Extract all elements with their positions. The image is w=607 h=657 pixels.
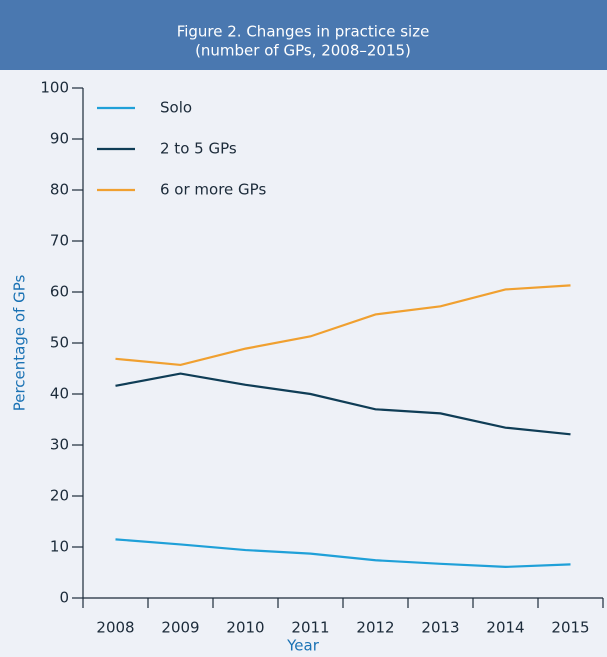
- x-tick-label: 2013: [421, 619, 459, 637]
- y-tick-label: 40: [50, 385, 69, 403]
- chart-title: Figure 2. Changes in practice size: [177, 23, 430, 41]
- y-tick-label: 60: [50, 283, 69, 301]
- y-tick-label: 20: [50, 487, 69, 505]
- y-tick-label: 0: [59, 589, 69, 607]
- x-tick-label: 2012: [356, 619, 394, 637]
- legend-label: Solo: [160, 99, 192, 117]
- x-tick-label: 2008: [96, 619, 134, 637]
- y-tick-label: 30: [50, 436, 69, 454]
- line-series: [115, 284, 571, 367]
- y-tick-label: 80: [50, 181, 69, 199]
- header-band: [0, 0, 607, 70]
- y-tick-label: 100: [40, 79, 69, 97]
- x-tick-label: 2010: [226, 619, 264, 637]
- y-axis-label: Percentage of GPs: [11, 275, 29, 412]
- y-tick-label: 10: [50, 538, 69, 556]
- x-axis-label: Year: [286, 637, 320, 655]
- x-tick-label: 2009: [161, 619, 199, 637]
- line-series: [115, 538, 571, 568]
- x-tick-label: 2015: [551, 619, 589, 637]
- y-tick-label: 50: [50, 334, 69, 352]
- legend-label: 6 or more GPs: [160, 181, 266, 199]
- y-tick-label: 90: [50, 130, 69, 148]
- legend-label: 2 to 5 GPs: [160, 140, 237, 158]
- chart-subtitle: (number of GPs, 2008–2015): [195, 42, 411, 60]
- x-tick-label: 2011: [291, 619, 329, 637]
- line-series: [115, 372, 571, 436]
- x-tick-label: 2014: [486, 619, 524, 637]
- y-tick-label: 70: [50, 232, 69, 250]
